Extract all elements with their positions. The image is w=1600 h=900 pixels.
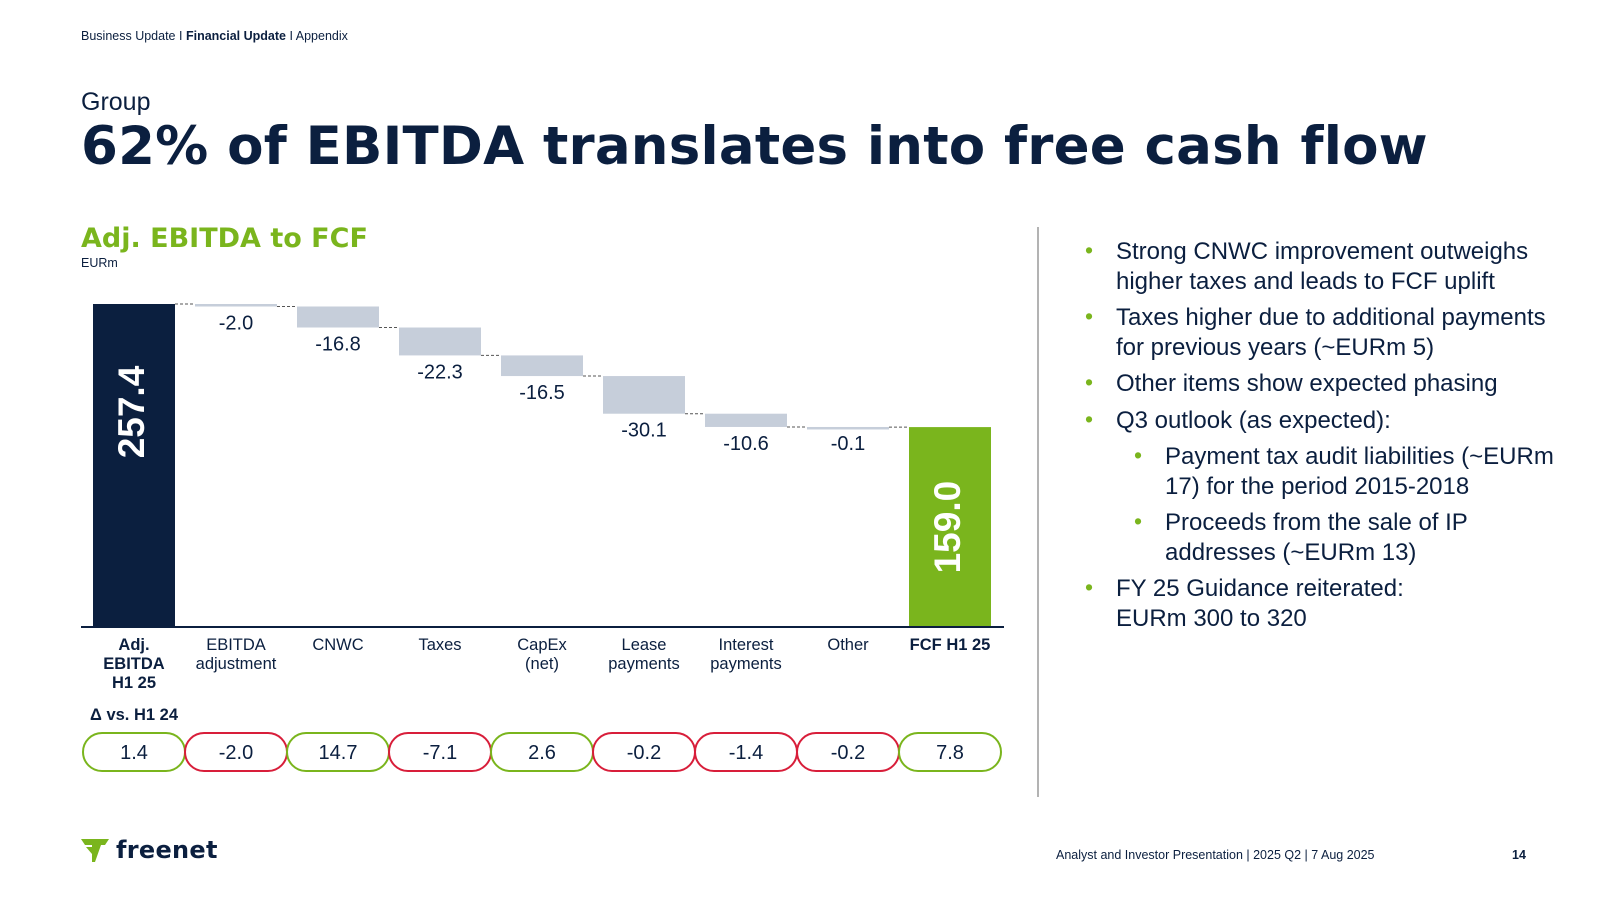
delta-value: 7.8 [936, 742, 964, 764]
waterfall-bar [807, 426, 889, 430]
category-label: FCF H1 25 [910, 636, 991, 654]
waterfall-bar [297, 306, 379, 328]
bullet-item: FY 25 Guidance reiterated: EURm 300 to 3… [1085, 573, 1555, 633]
category-label: Interest payments [710, 636, 782, 673]
bar-value-label: -0.1 [831, 433, 865, 455]
delta-value: -1.4 [729, 742, 763, 764]
category-label: CapEx (net) [517, 636, 567, 673]
waterfall-bar [603, 376, 685, 414]
bullet-item: Other items show expected phasing [1085, 368, 1555, 399]
category-label-line: Taxes [418, 636, 461, 654]
category-label: Adj. EBITDA H1 25 [103, 636, 165, 692]
category-label-line: CNWC [312, 636, 363, 654]
delta-value: 1.4 [120, 742, 148, 764]
category-label-line: (net) [525, 655, 559, 673]
waterfall-bar [705, 413, 787, 427]
page-number: 14 [1512, 848, 1526, 862]
freenet-logo[interactable]: freenet [80, 836, 218, 864]
bar-fcf [909, 427, 991, 626]
delta-value: 2.6 [528, 742, 556, 764]
breadcrumb: Business Update I Financial Update I App… [81, 29, 348, 43]
bullet-item: Q3 outlook (as expected): [1085, 405, 1555, 436]
bar-value-label: -16.5 [519, 382, 565, 404]
delta-value: 14.7 [319, 742, 358, 764]
delta-value: -2.0 [219, 742, 253, 764]
breadcrumb-separator: I [179, 29, 183, 43]
page-title: 62% of EBITDA translates into free cash … [81, 116, 1428, 177]
vertical-divider [1037, 227, 1039, 797]
sub-bullet-item: Payment tax audit liabilities (~EURm 17)… [1134, 441, 1555, 501]
chart-unit: EURm [81, 256, 118, 270]
category-label-line: Lease [622, 636, 667, 654]
category-label-line: EBITDA [206, 636, 266, 654]
waterfall-bar [399, 327, 481, 356]
breadcrumb-business-update[interactable]: Business Update [81, 29, 176, 43]
delta-value: -0.2 [831, 742, 865, 764]
category-label-line: payments [710, 655, 782, 673]
category-label-line: payments [608, 655, 680, 673]
bullet-item-line2: EURm 300 to 320 [1116, 604, 1307, 632]
page-subtitle: Group [81, 88, 151, 116]
category-label-line: FCF H1 25 [910, 636, 991, 654]
category-label: CNWC [312, 636, 363, 654]
category-label: Other [827, 636, 869, 654]
bullet-item: Strong CNWC improvement outweighs higher… [1085, 236, 1555, 296]
category-label-line: adjustment [196, 655, 277, 673]
category-label-line: EBITDA [103, 655, 165, 673]
bar-value-label: -10.6 [723, 433, 769, 455]
logo-text: freenet [116, 836, 218, 864]
bullet-item: Taxes higher due to additional payments … [1085, 302, 1555, 362]
sub-bullet-item: Proceeds from the sale of IP addresses (… [1134, 507, 1555, 567]
waterfall-chart: 257.4 -2.0 -16.8 -22.3 -16.5 -30.1 -10.6 -0.1 15… [81, 303, 1004, 772]
breadcrumb-appendix[interactable]: Appendix [295, 29, 348, 43]
category-label-line: Other [827, 636, 869, 654]
key-points-list: Strong CNWC improvement outweighs higher… [1085, 236, 1555, 640]
delta-pill [898, 732, 1002, 772]
category-label-line: CapEx [517, 636, 567, 654]
category-label-line: Adj. [118, 636, 149, 654]
category-label: EBITDA adjustment [196, 636, 277, 673]
category-label: Lease payments [608, 636, 680, 673]
waterfall-bar [501, 355, 583, 377]
category-label-line: H1 25 [112, 674, 156, 692]
breadcrumb-financial-update[interactable]: Financial Update [185, 29, 286, 43]
bar-value-label: -22.3 [417, 361, 463, 383]
bar-value-label: -2.0 [219, 313, 253, 335]
bar-value-label: -30.1 [621, 420, 667, 442]
breadcrumb-separator: I [289, 29, 293, 43]
category-label: Taxes [418, 636, 461, 654]
bar-value-label: 257.4 [111, 365, 152, 458]
freenet-logo-icon [81, 839, 109, 862]
waterfall-bar [195, 304, 277, 307]
bar-value-label: -16.8 [315, 334, 361, 356]
bar-value-label: 159.0 [927, 481, 968, 574]
chart-title: Adj. EBITDA to FCF [81, 223, 368, 254]
delta-value: -7.1 [423, 742, 457, 764]
footer-presentation-info: Analyst and Investor Presentation | 2025… [1056, 848, 1375, 862]
bullet-item-line1: FY 25 Guidance reiterated: [1116, 575, 1404, 602]
bar-adj-ebitda [93, 304, 175, 626]
delta-title: Δ vs. H1 24 [90, 706, 179, 724]
category-label-line: Interest [718, 636, 773, 654]
delta-value: -0.2 [627, 742, 661, 764]
